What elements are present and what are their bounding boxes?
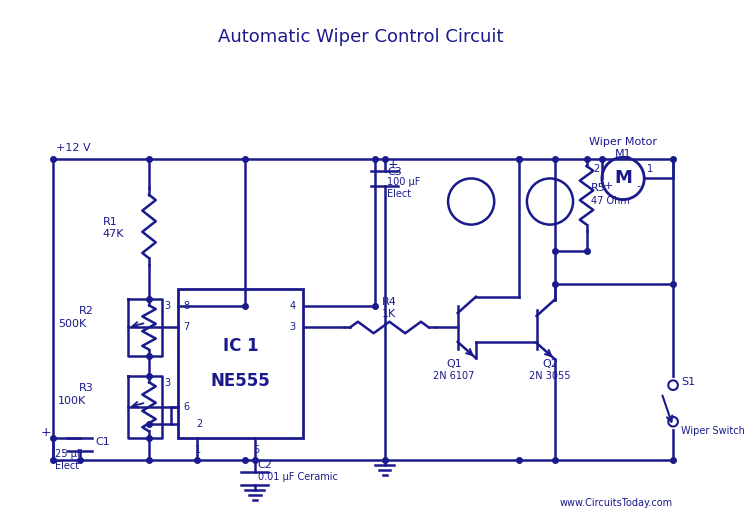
Text: 0.01 µF Ceramic: 0.01 µF Ceramic [258,471,337,481]
Text: 7: 7 [184,323,190,333]
Text: 2N 3055: 2N 3055 [529,370,571,380]
Text: Q2: Q2 [542,359,558,369]
Text: M: M [614,169,632,187]
Text: C2: C2 [258,460,273,470]
Text: R5: R5 [591,183,606,193]
Text: 3: 3 [289,323,296,333]
Text: NE555: NE555 [210,372,270,390]
Text: Elect: Elect [55,461,79,471]
Text: 6: 6 [184,402,190,412]
Text: Wiper Motor: Wiper Motor [589,137,657,147]
Text: R4: R4 [382,297,397,307]
Text: 500K: 500K [59,318,86,329]
Text: 5: 5 [253,445,259,455]
Text: 47K: 47K [103,229,125,239]
Text: 100 µF: 100 µF [388,177,421,187]
Text: 8: 8 [184,302,190,312]
Text: 4: 4 [289,302,296,312]
Text: Elect: Elect [388,189,412,199]
Text: www.CircuitsToday.com: www.CircuitsToday.com [560,498,673,508]
Text: R1: R1 [103,217,118,227]
Text: Wiper Switch: Wiper Switch [680,426,745,436]
Text: 2: 2 [593,164,599,174]
Text: Q1: Q1 [446,359,462,369]
Text: R3: R3 [79,383,93,393]
Text: +12 V: +12 V [56,143,90,153]
Text: -: - [637,181,641,191]
Text: Automatic Wiper Control Circuit: Automatic Wiper Control Circuit [218,28,503,46]
Text: 3: 3 [164,378,170,388]
Text: R2: R2 [78,306,93,316]
Text: C3: C3 [388,167,403,177]
Text: 100K: 100K [59,396,86,406]
Text: S1: S1 [680,377,695,387]
Text: M1: M1 [615,149,632,159]
Text: +: + [388,159,398,171]
Text: IC 1: IC 1 [222,336,258,354]
Bar [178,289,303,438]
Text: 1K: 1K [382,309,397,319]
Text: 2N 6107: 2N 6107 [433,370,475,380]
Text: 47 Ohm: 47 Ohm [591,196,630,206]
Text: 25 µF: 25 µF [55,450,83,459]
Text: 1: 1 [647,164,653,174]
Text: 3: 3 [164,302,170,312]
Text: C1: C1 [95,437,110,447]
Text: +: + [41,426,51,439]
Text: +: + [604,181,614,191]
Text: 1: 1 [195,445,201,455]
Text: 2: 2 [196,418,203,428]
